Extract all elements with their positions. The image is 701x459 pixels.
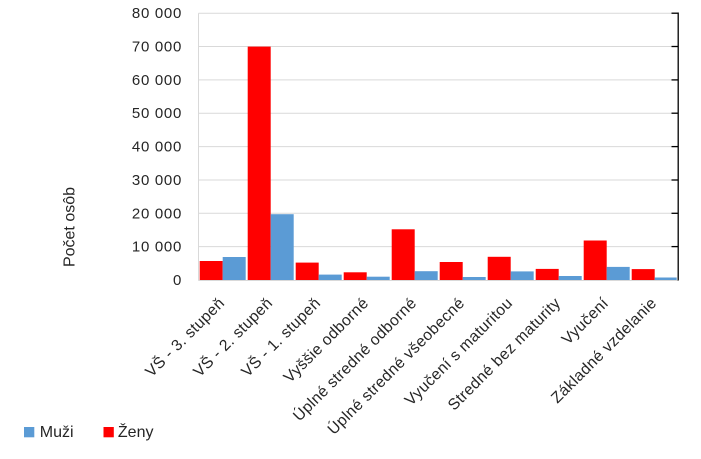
svg-text:40 000: 40 000	[132, 139, 182, 156]
svg-text:Počet osôb: Počet osôb	[62, 187, 79, 267]
svg-text:80 000: 80 000	[132, 5, 182, 22]
svg-text:50 000: 50 000	[132, 105, 182, 122]
svg-text:Ženy: Ženy	[118, 422, 154, 441]
svg-text:Muži: Muži	[40, 424, 74, 441]
svg-text:60 000: 60 000	[132, 72, 182, 89]
svg-text:70 000: 70 000	[132, 39, 182, 56]
svg-text:20 000: 20 000	[132, 205, 182, 222]
svg-text:10 000: 10 000	[132, 239, 182, 256]
svg-text:30 000: 30 000	[132, 172, 182, 189]
svg-text:0: 0	[173, 272, 182, 289]
